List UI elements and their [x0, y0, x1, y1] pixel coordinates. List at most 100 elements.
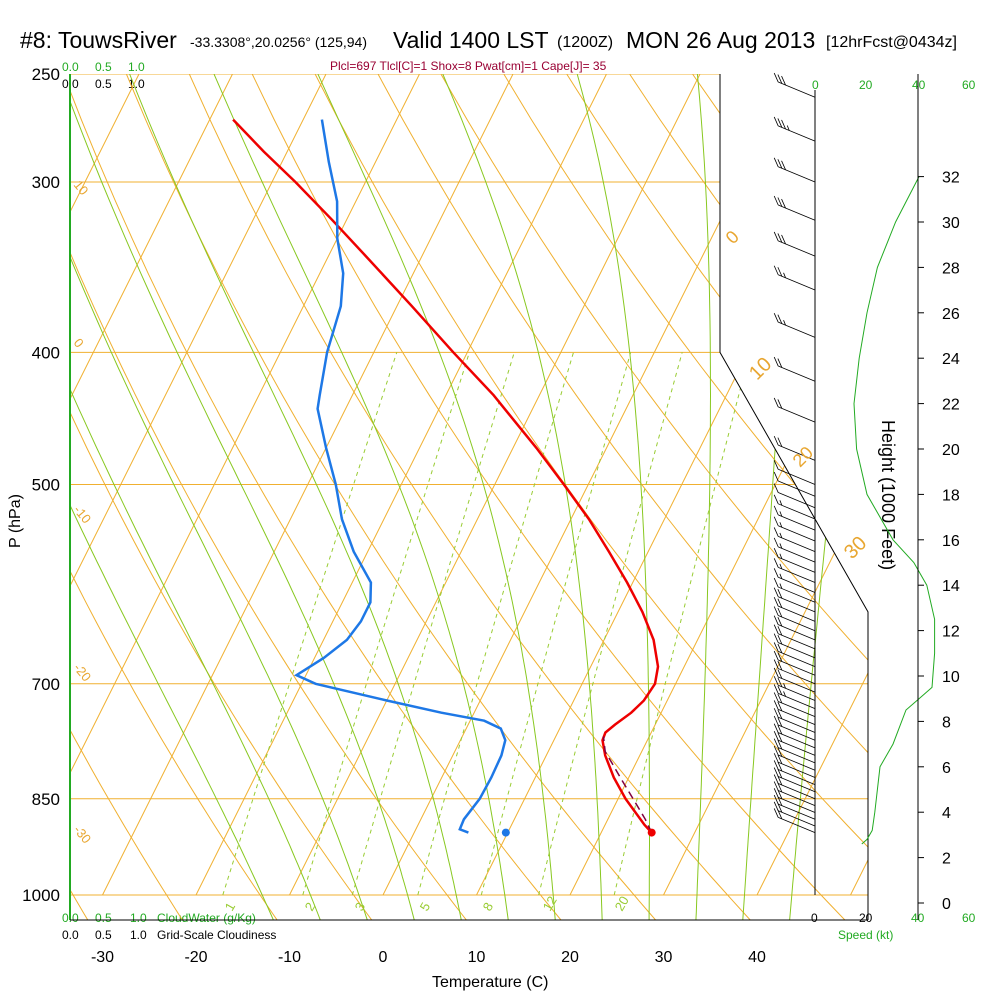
- temp-tick-30: 30: [655, 949, 673, 966]
- wind-barb-flag: [773, 356, 779, 367]
- wind-barb-flag: [773, 471, 779, 482]
- wind-barb-flag: [773, 633, 779, 643]
- isotherm-label-20: 20: [789, 443, 817, 471]
- height-tick-18: 18: [942, 487, 960, 504]
- right-frame: [719, 74, 869, 920]
- series-dewpoint: [293, 119, 507, 834]
- wind-barb-flag: [777, 796, 783, 806]
- wind-barb-flag: [773, 767, 779, 777]
- height-tick-28: 28: [942, 260, 960, 277]
- wind-barb-flag: [773, 116, 779, 127]
- wind-barb-half: [779, 563, 783, 569]
- wind-barb-flag: [773, 435, 779, 446]
- wind-barb-flag: [777, 725, 783, 735]
- dry-adiabat: [503, 74, 868, 920]
- temp-tick--10: -10: [278, 949, 301, 966]
- wind-barb: [778, 566, 816, 583]
- pressure-tick-300: 300: [32, 173, 60, 192]
- wind-barb-flag: [777, 626, 783, 636]
- wind-barb: [778, 668, 816, 685]
- moist-adiabat: [576, 74, 650, 920]
- wind-barb-flag: [781, 119, 786, 130]
- height-tick-8: 8: [942, 714, 951, 731]
- wind-barb: [778, 709, 816, 725]
- mixing-ratio-line: [417, 352, 574, 896]
- wind-scale-bottom-20: 20: [859, 911, 873, 925]
- height-tick-10: 10: [942, 669, 960, 686]
- wind-barb: [778, 693, 816, 709]
- wind-barb-flag: [777, 717, 783, 727]
- wind-barb-flag: [777, 740, 783, 750]
- wind-barb-half: [779, 543, 783, 549]
- wind-barb-half: [779, 583, 783, 589]
- wind-barb-flag: [773, 650, 779, 661]
- moist-adiabat: [70, 74, 416, 920]
- wind-barb-flag: [777, 768, 783, 779]
- wind-barb-flag: [777, 685, 783, 696]
- wind-barb-flag: [777, 789, 783, 800]
- temp-tick--30: -30: [91, 949, 114, 966]
- x-axis-label: Temperature (C): [432, 974, 548, 991]
- wind-barb: [778, 817, 816, 833]
- mixing-ratio-label-2: 2: [302, 900, 319, 914]
- wind-barb-flag: [773, 676, 779, 686]
- wind-barb-flag: [773, 537, 779, 548]
- wind-barb-flag: [773, 606, 779, 616]
- wind-barb-flag: [773, 753, 779, 763]
- diagram-grid: [69, 74, 869, 921]
- wind-barb-flag: [777, 233, 783, 243]
- dry-adiabat-label-0: 0: [71, 335, 87, 350]
- dry-adiabat: [70, 74, 281, 920]
- wind-barb-flag: [781, 75, 786, 86]
- wind-barb-flag: [777, 589, 783, 599]
- wind-speed-profile: [853, 176, 936, 845]
- wind-barb: [778, 492, 816, 509]
- wind-barb: [778, 651, 816, 667]
- wind-barb: [778, 724, 816, 741]
- wind-barb-flag: [777, 761, 783, 772]
- valid-time: Valid 1400 LST: [393, 27, 549, 53]
- dry-adiabat: [70, 74, 565, 920]
- dry-adiabat: [70, 74, 376, 920]
- wind-barb: [778, 803, 816, 820]
- sounding-lines: [232, 72, 936, 845]
- wind-barb-flag: [773, 195, 779, 206]
- axis-ticks: -30 -20 -10 0 10 20 30 402503004005007008501000…: [22, 65, 960, 966]
- temp-tick-0: 0: [379, 949, 388, 966]
- wind-barb-flag: [773, 483, 779, 493]
- wind-barb: [778, 769, 816, 786]
- height-axis-label: Height (1000 Feet): [878, 420, 898, 570]
- wind-barb: [778, 503, 816, 520]
- height-tick-6: 6: [942, 760, 951, 777]
- dry-adiabat: [377, 74, 868, 920]
- wind-barb-flag: [773, 312, 779, 323]
- height-tick-14: 14: [942, 578, 960, 595]
- wind-barb-flag: [773, 642, 779, 652]
- isotherm-line: [70, 74, 420, 896]
- height-tick-20: 20: [942, 442, 960, 459]
- height-tick-0: 0: [942, 896, 951, 913]
- wind-barb-flag: [773, 801, 779, 811]
- height-tick-32: 32: [942, 170, 960, 187]
- wind-barb: [778, 624, 816, 641]
- wind-barb-flag: [773, 794, 779, 805]
- wind-barb-flag: [773, 715, 779, 726]
- wind-barb-flag: [777, 607, 783, 618]
- height-tick-4: 4: [942, 805, 951, 822]
- surface-dewpoint-point: [501, 828, 510, 837]
- dry-adiabat: [70, 74, 186, 920]
- wind-scale-bottom-60: 60: [962, 911, 976, 925]
- dry-adiabat: [70, 74, 470, 920]
- forecast-info: [12hrFcst@0434z]: [826, 34, 957, 51]
- wind-barb: [778, 406, 816, 423]
- station-coords: -33.3308°,20.0256° (125,94): [190, 34, 367, 50]
- isotherm-line: [663, 74, 868, 896]
- wind-barb: [778, 274, 816, 291]
- wind-barb: [778, 684, 816, 701]
- wind-barb-half: [783, 272, 786, 278]
- wind-scale-top-60: 60: [962, 78, 976, 92]
- wind-barb-flag: [773, 231, 779, 242]
- series-parcel: [602, 736, 653, 833]
- wind-barb-flag: [777, 754, 783, 764]
